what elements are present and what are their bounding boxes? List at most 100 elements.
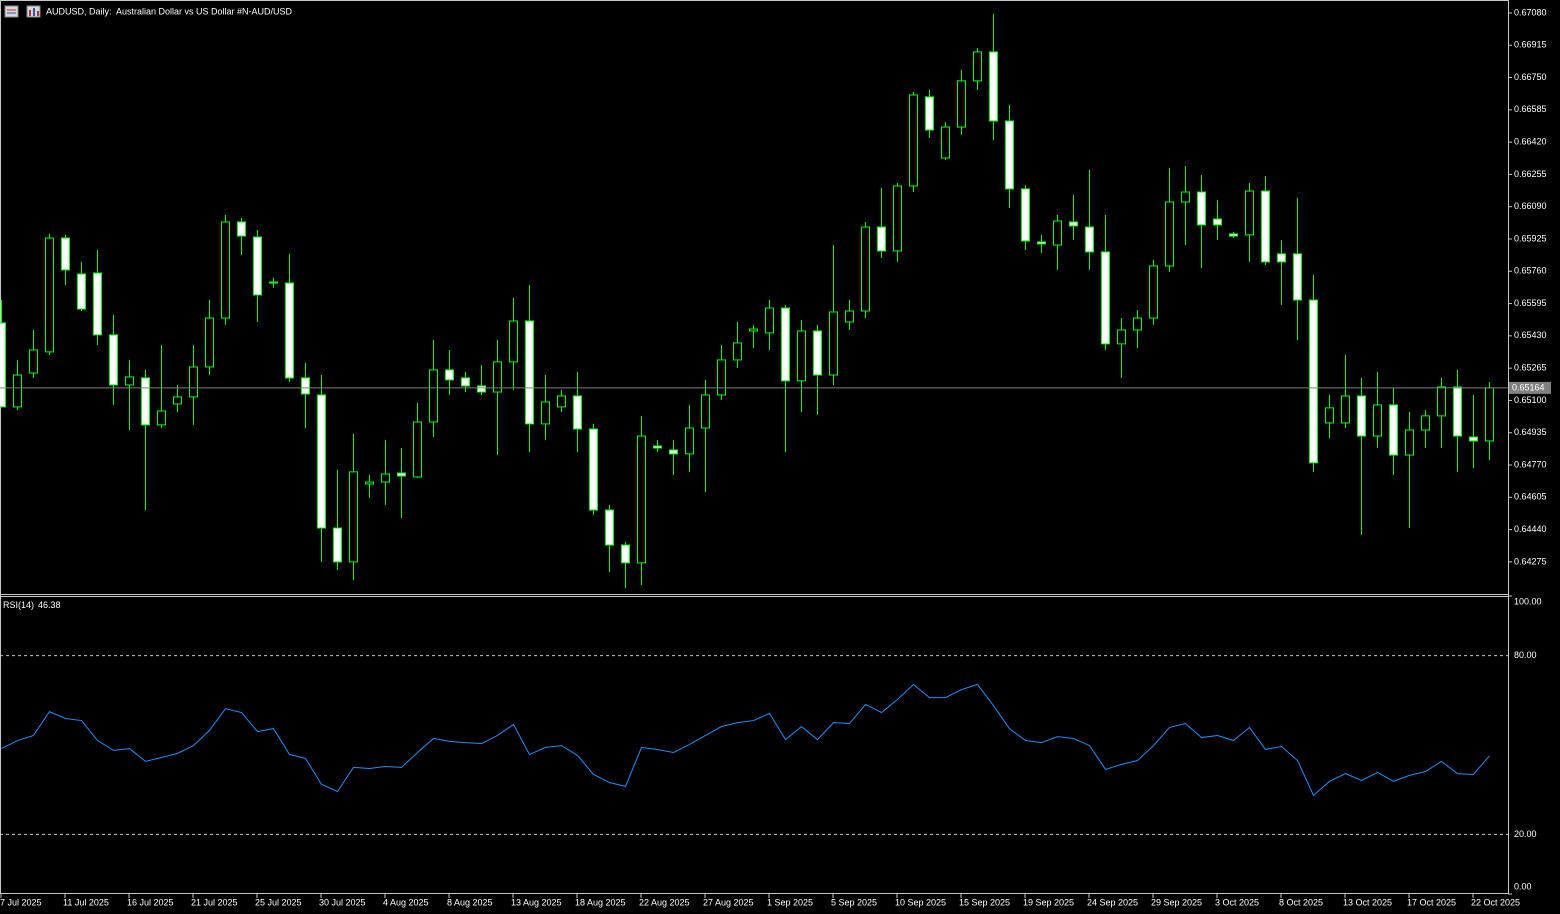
candle-body [141, 377, 150, 426]
x-tick-label: 7 Jul 2025 [0, 897, 42, 907]
y-tick-label: 0.65430 [1514, 330, 1547, 340]
x-tick-label: 18 Aug 2025 [575, 897, 626, 907]
candle-body [429, 369, 438, 423]
x-tick-label: 3 Oct 2025 [1215, 897, 1259, 907]
indicator-title: RSI(14) 46.38 [3, 600, 61, 610]
candle-body [685, 427, 694, 455]
candle-body [125, 376, 134, 386]
candle-body [1325, 407, 1334, 424]
candle-body [1437, 386, 1446, 417]
candle-body [589, 428, 598, 511]
x-tick-label: 5 Sep 2025 [831, 897, 877, 907]
candle-body [109, 334, 118, 386]
candle-body [1101, 251, 1110, 345]
icon-detail [29, 10, 31, 16]
candle-body [1037, 241, 1046, 245]
y-tick-label: 0.64440 [1514, 524, 1547, 534]
candle-body [173, 396, 182, 405]
candle-body [973, 51, 982, 82]
candle-body [253, 236, 262, 296]
x-tick-label: 13 Aug 2025 [511, 897, 562, 907]
y-tick-label: 0.67080 [1514, 7, 1547, 17]
candle-body [0, 322, 6, 408]
candle-body [1053, 220, 1062, 246]
y-tick-label: 100.00 [1514, 596, 1542, 606]
candle-body [317, 394, 326, 529]
candle-body [541, 401, 550, 425]
candle-body [557, 395, 566, 408]
candle-body [445, 369, 454, 381]
candle-body [365, 481, 374, 485]
candle-body [621, 544, 630, 564]
y-tick-label: 0.66915 [1514, 40, 1547, 50]
candle-body [189, 366, 198, 398]
candle-body [237, 221, 246, 237]
candle-body [989, 51, 998, 122]
candle-body [1117, 329, 1126, 345]
y-tick-label: 0.65595 [1514, 298, 1547, 308]
candle-body [573, 395, 582, 430]
candle-body [1309, 299, 1318, 464]
candle-body [1421, 415, 1430, 431]
candle-body [205, 317, 214, 368]
candles [0, 13, 1494, 588]
candle-body [957, 80, 966, 128]
candle-body [333, 527, 342, 563]
candle-body [269, 281, 278, 284]
y-tick-label: 0.66420 [1514, 136, 1547, 146]
candle-body [829, 311, 838, 376]
y-tick-label: 0.66090 [1514, 201, 1547, 211]
candle-body [221, 221, 230, 319]
x-tick-label: 15 Sep 2025 [959, 897, 1010, 907]
candle-body [349, 471, 358, 563]
candle-body [877, 226, 886, 252]
candle-body [941, 126, 950, 159]
candle-body [637, 435, 646, 564]
candle-body [669, 449, 678, 455]
candle-body [45, 237, 54, 353]
y-tick-label: 0.64935 [1514, 427, 1547, 437]
candle-body [781, 307, 790, 382]
candle-body [1229, 233, 1238, 237]
y-tick-label: 0.66585 [1514, 104, 1547, 114]
candle-body [1389, 404, 1398, 456]
candle-body [157, 410, 166, 426]
candle-body [1261, 190, 1270, 263]
candle-body [77, 273, 86, 310]
y-tick-label: 0.65760 [1514, 266, 1547, 276]
x-tick-label: 30 Jul 2025 [319, 897, 366, 907]
y-tick-label: 0.65925 [1514, 233, 1547, 243]
x-tick-label: 1 Sep 2025 [767, 897, 813, 907]
candle-body [509, 320, 518, 363]
candle-body [1485, 387, 1494, 442]
candle-body [701, 394, 710, 429]
candle-body [845, 310, 854, 323]
candle-body [1277, 253, 1286, 263]
candle-body [1021, 188, 1030, 242]
candle-body [797, 330, 806, 382]
candle-body [861, 226, 870, 312]
candle-body [1197, 191, 1206, 226]
candle-body [413, 421, 422, 478]
chart-title: AUDUSD, Daily: Australian Dollar vs US D… [46, 6, 293, 16]
candle-body [285, 282, 294, 379]
icon[interactable] [4, 5, 19, 18]
x-tick-label: 8 Oct 2025 [1279, 897, 1323, 907]
toolbar-icons [4, 5, 41, 18]
x-tick-label: 10 Sep 2025 [895, 897, 946, 907]
candle-body [397, 472, 406, 477]
y-tick-label: 0.64605 [1514, 492, 1547, 502]
candle-body [61, 237, 70, 271]
candle-body [765, 307, 774, 334]
x-tick-label: 4 Aug 2025 [383, 897, 429, 907]
candle-body [1293, 253, 1302, 301]
candle-body [1341, 395, 1350, 424]
x-tick-label: 22 Aug 2025 [639, 897, 690, 907]
x-tick-label: 11 Jul 2025 [63, 897, 109, 907]
y-tick-label: 80.00 [1514, 650, 1537, 660]
candle-body [525, 320, 534, 425]
candle-body [1469, 436, 1478, 442]
frame [0, 0, 1509, 894]
